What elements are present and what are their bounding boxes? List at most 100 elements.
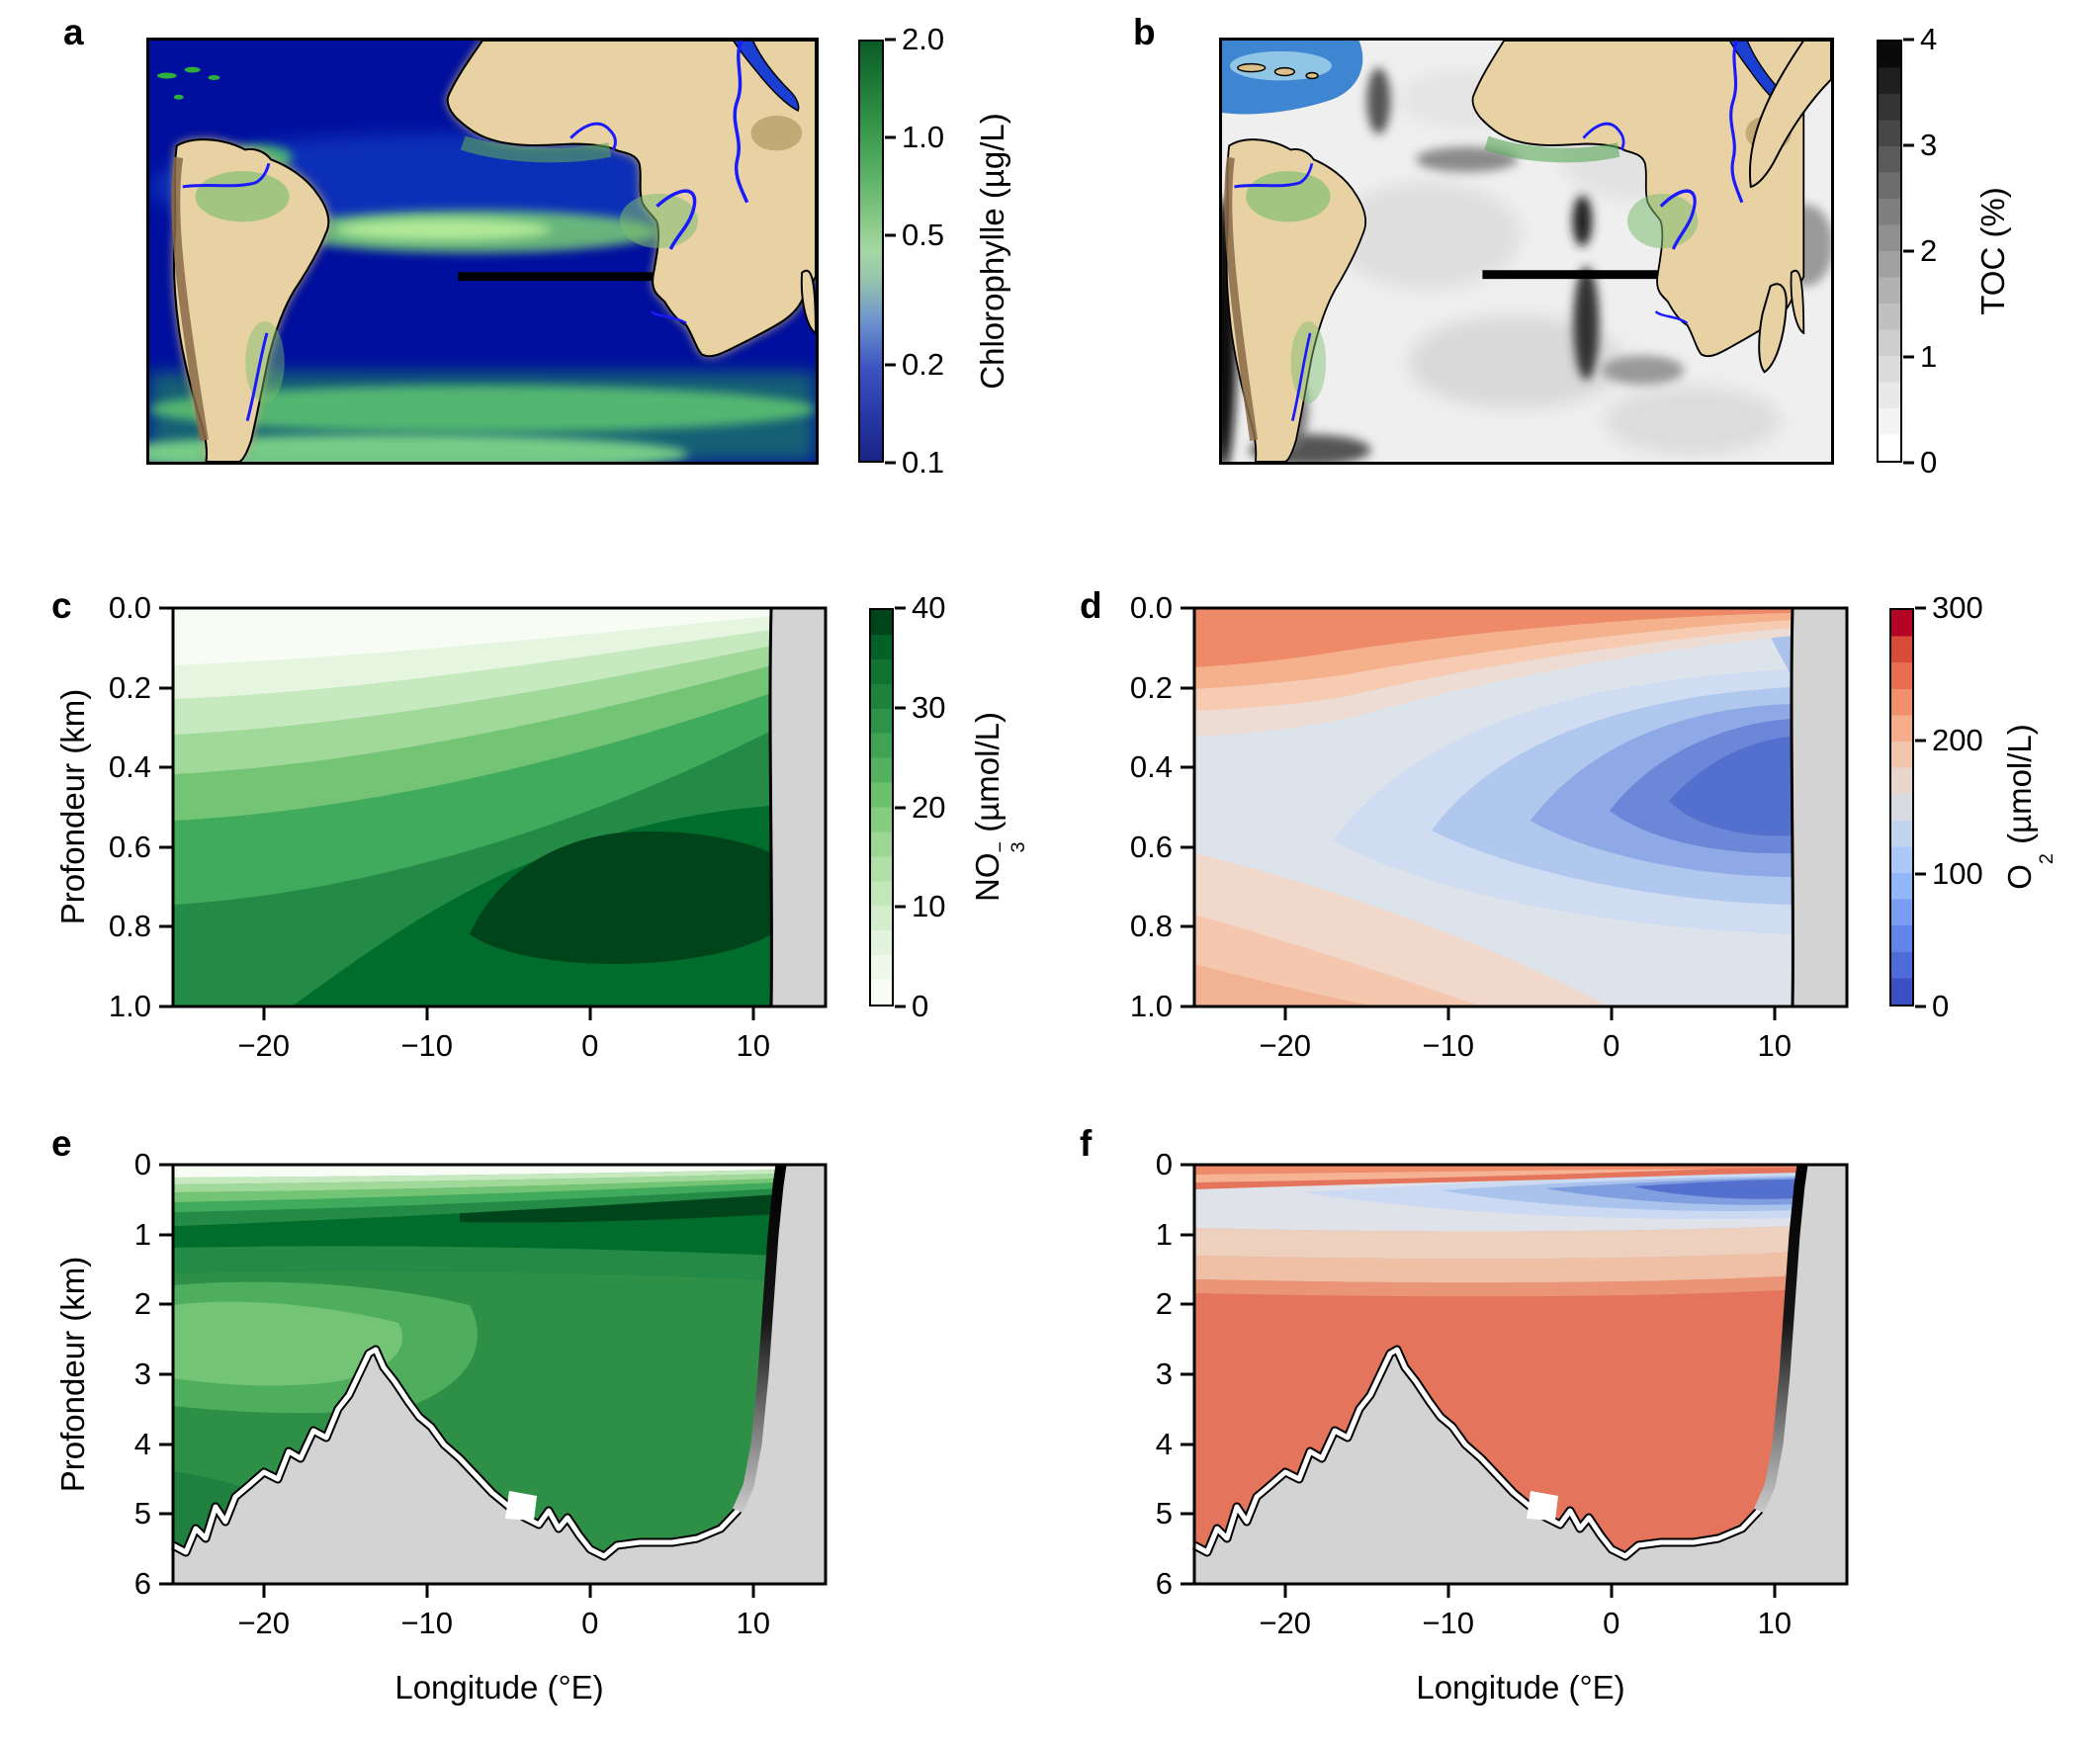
ytick-c (159, 606, 172, 610)
ytick-label-e: 2 (133, 1286, 151, 1322)
ytick-d (1181, 606, 1193, 610)
cbar-tick-label-d: 200 (1932, 723, 1983, 758)
cbar-tick-label-a: 1.0 (902, 119, 945, 154)
ytick-label-f: 2 (1155, 1286, 1173, 1322)
panel-f-letter: f (1080, 1123, 1093, 1164)
panel-e-ylabel: Profondeur (km) (54, 1256, 91, 1493)
ytick-d (1181, 845, 1193, 849)
ytick-label-e: 4 (133, 1426, 151, 1461)
xtick-label-e: −10 (400, 1606, 454, 1640)
xtick-label-c: −10 (400, 1028, 454, 1063)
cbar-tick-a (885, 38, 896, 42)
cbar-tick-label-d: 0 (1932, 989, 1950, 1023)
ytick-f (1181, 1443, 1193, 1446)
data-gap-notch (1527, 1491, 1558, 1521)
panel-e-letter: e (51, 1123, 72, 1164)
ytick-label-d: 0.2 (1129, 669, 1173, 705)
cbar-tick-label-b: 2 (1920, 233, 1938, 268)
southern-chl-streak (149, 386, 816, 433)
ytick-label-d: 0.8 (1129, 909, 1173, 944)
panel-c-ylabel: Profondeur (km) (54, 688, 91, 925)
plot-border-f (1192, 1163, 1849, 1586)
panel-e-xlabel: Longitude (°E) (394, 1669, 604, 1706)
xtick-e (588, 1585, 592, 1598)
xtick-label-f: 0 (1603, 1606, 1620, 1640)
equatorial-chl-core (335, 219, 552, 241)
section-nitrate-deep: −20 −10 0 10 0 1 2 3 4 5 6 (134, 1147, 828, 1640)
cbar-tick-label-a: 0.2 (902, 347, 945, 383)
andes-mountains (171, 156, 209, 442)
cbar-tick-d (1915, 739, 1926, 743)
ytick-label-c: 0.2 (108, 669, 151, 705)
congo-river (656, 189, 697, 250)
section-nitrate-deep-canvas (170, 1163, 828, 1586)
cbar-tick-a (885, 363, 896, 367)
xtick-e (425, 1585, 429, 1598)
cbar-tick-label-c: 0 (912, 989, 929, 1023)
cbar-tick-label-c: 30 (912, 689, 946, 725)
seafloor-land-fill (173, 1165, 826, 1584)
xtick-c (751, 1007, 755, 1020)
seafloor-land-fill (1194, 1165, 1847, 1584)
map-toc (1219, 38, 1834, 465)
ytick-e (159, 1302, 172, 1306)
no3-sub: 3 (1007, 841, 1030, 853)
xtick-d (1446, 1007, 1450, 1020)
cbar-tick-label-c: 40 (912, 590, 946, 625)
ytick-e (159, 1443, 172, 1446)
ytick-f (1181, 1512, 1193, 1516)
orange-river (650, 310, 687, 325)
xtick-f (1283, 1585, 1287, 1598)
colorbar-oxygen: 300 200 100 0 (1889, 590, 1983, 1023)
xtick-label-e: 10 (736, 1606, 770, 1640)
ytick-f (1181, 1163, 1193, 1167)
madagascar (1758, 283, 1788, 374)
cbar-tick-label-b: 4 (1920, 22, 1938, 56)
cbar-tick-b (1903, 355, 1914, 359)
cbar-tick-label-d: 300 (1932, 590, 1983, 625)
xtick-c (262, 1007, 266, 1020)
panel-c-letter: c (51, 585, 72, 626)
ytick-label-f: 1 (1155, 1216, 1173, 1252)
niger-river (569, 122, 617, 151)
ytick-d (1181, 765, 1193, 769)
xtick-c (425, 1007, 429, 1020)
cbar-tick-d (1915, 1005, 1926, 1008)
cbar-tick-b (1903, 38, 1914, 42)
caribbean-islands (156, 66, 220, 100)
section-nitrate-upper: −20 −10 0 10 0.0 0.2 0.4 0.6 0.8 1.0 (109, 590, 828, 1063)
ytick-c (159, 1005, 172, 1008)
cbar-tick-label-b: 0 (1920, 445, 1938, 480)
ytick-label-f: 4 (1155, 1426, 1173, 1461)
bathymetry-e (170, 1164, 826, 1584)
ytick-label-c: 1.0 (108, 989, 151, 1023)
cbar-tick-a (885, 135, 896, 139)
map-toc-canvas (1222, 41, 1831, 462)
cbar-tick-d (1915, 872, 1926, 876)
xtick-label-f: −20 (1259, 1606, 1312, 1640)
parana-river (245, 332, 269, 421)
cbar-tick-a (885, 233, 896, 237)
cbar-tick-b (1903, 143, 1914, 147)
no3-subsup: −3 (990, 841, 1030, 853)
ytick-label-e: 5 (133, 1496, 151, 1531)
amazon-basin-green (195, 171, 290, 222)
section-nitrate-upper-canvas (171, 606, 828, 1008)
ytick-e (159, 1582, 172, 1586)
ytick-label-c: 0.8 (108, 909, 151, 944)
africa (446, 41, 816, 358)
cbar-tick-label-a: 0.5 (902, 218, 945, 253)
ytick-d (1181, 1005, 1193, 1008)
cbar-tick-label-d: 100 (1932, 855, 1983, 891)
xtick-label-d: −20 (1259, 1028, 1312, 1063)
ytick-f (1181, 1582, 1193, 1586)
nile-river (733, 41, 749, 204)
xtick-label-e: −20 (237, 1606, 291, 1640)
cbar-tick-c (895, 806, 906, 809)
ytick-e (159, 1372, 172, 1376)
xtick-e (751, 1585, 755, 1598)
ytick-label-f: 0 (1155, 1147, 1173, 1181)
xtick-label-d: −10 (1422, 1028, 1475, 1063)
